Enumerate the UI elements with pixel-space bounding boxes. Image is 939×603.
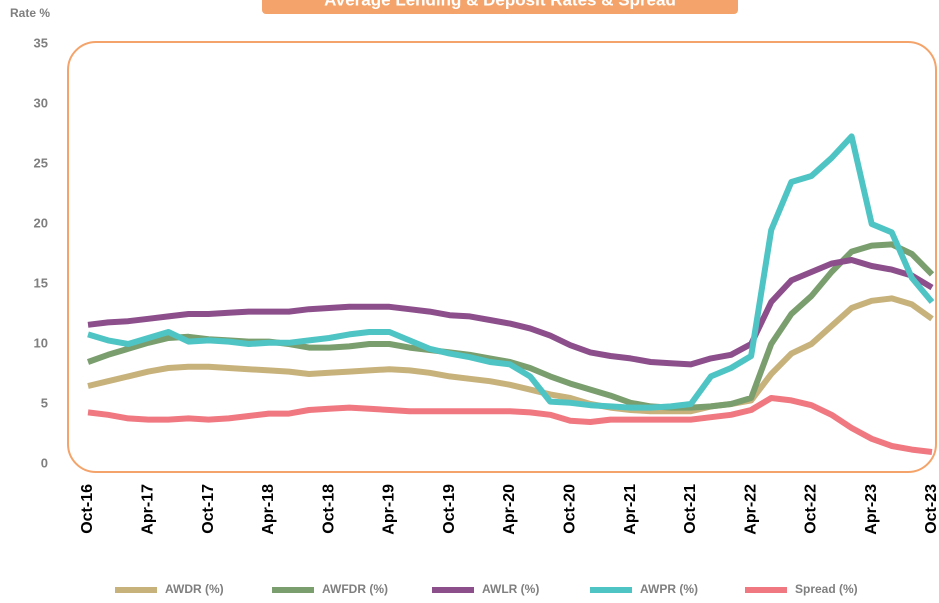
y-tick-label: 15 bbox=[34, 275, 48, 290]
y-tick-label: 25 bbox=[34, 155, 48, 170]
x-tick-label: Oct-20 bbox=[562, 484, 579, 534]
x-tick-label: Apr-21 bbox=[622, 484, 639, 535]
plot-frame bbox=[67, 41, 937, 473]
y-tick-label: 5 bbox=[41, 395, 48, 410]
x-tick-label: Oct-16 bbox=[79, 484, 96, 534]
line-series bbox=[87, 395, 933, 455]
x-tick-label: Oct-23 bbox=[923, 484, 939, 534]
x-tick-label: Oct-19 bbox=[441, 484, 458, 534]
x-tick-label: Apr-23 bbox=[863, 484, 880, 535]
line-series bbox=[87, 295, 934, 415]
line-series bbox=[87, 133, 935, 411]
y-tick-label: 30 bbox=[34, 95, 48, 110]
x-tick-label: Apr-17 bbox=[140, 484, 157, 535]
legend-label: Spread (%) bbox=[795, 582, 858, 596]
x-tick-label: Apr-20 bbox=[501, 484, 518, 535]
legend-label: AWPR (%) bbox=[640, 582, 698, 596]
x-tick-label: Apr-19 bbox=[381, 484, 398, 535]
legend-label: AWLR (%) bbox=[482, 582, 539, 596]
y-tick-label: 10 bbox=[34, 335, 48, 350]
title-box bbox=[262, 0, 738, 14]
y-axis-label: Rate % bbox=[10, 6, 50, 20]
y-tick-label: 0 bbox=[41, 455, 48, 470]
x-tick-label: Oct-21 bbox=[682, 484, 699, 534]
legend-label: AWFDR (%) bbox=[322, 582, 388, 596]
x-tick-label: Oct-18 bbox=[320, 484, 337, 534]
line-series bbox=[87, 257, 934, 368]
legend-label: AWDR (%) bbox=[165, 582, 224, 596]
x-tick-label: Apr-22 bbox=[742, 484, 759, 535]
chart-title: Average Lending & Deposit Rates & Spread bbox=[324, 0, 676, 9]
y-tick-label: 20 bbox=[34, 215, 48, 230]
x-tick-label: Oct-17 bbox=[200, 484, 217, 534]
x-tick-label: Oct-22 bbox=[803, 484, 820, 534]
x-tick-label: Apr-18 bbox=[260, 484, 277, 535]
y-tick-label: 35 bbox=[34, 35, 48, 50]
